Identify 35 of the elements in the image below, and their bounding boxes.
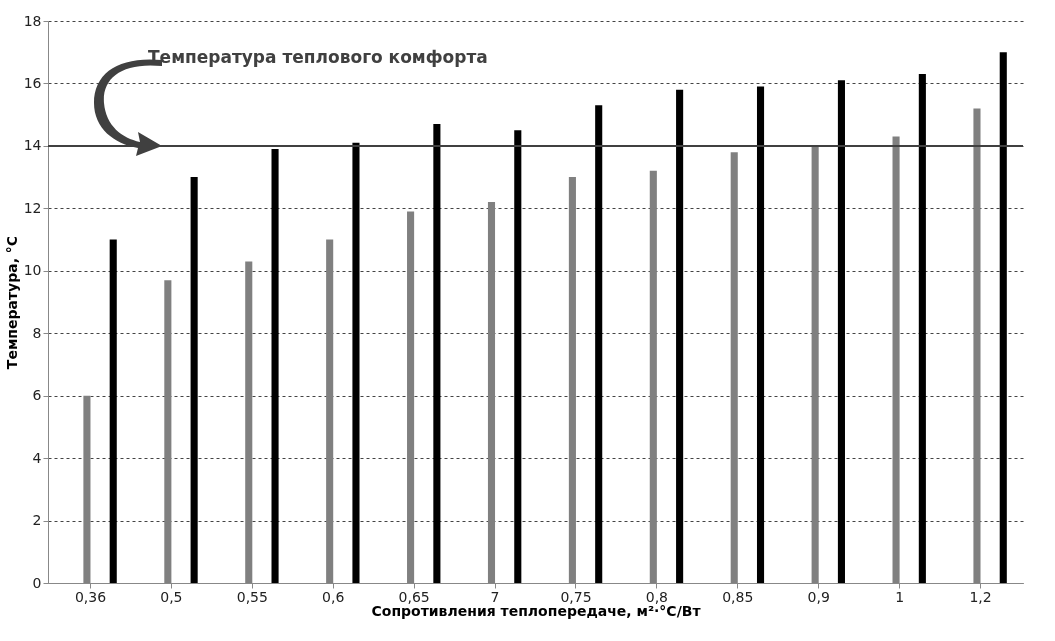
y-tick-label: 6 xyxy=(32,387,42,404)
x-tick-label: 0,85 xyxy=(722,588,754,605)
x-tick-label: 0,9 xyxy=(807,588,830,605)
x-tick-label: 0,6 xyxy=(322,588,345,605)
x-tick-label: 0,55 xyxy=(236,588,268,605)
x-tick-label: 1 xyxy=(895,588,905,605)
x-tick-label: 0,36 xyxy=(74,588,107,605)
bar xyxy=(433,124,441,583)
bar xyxy=(999,52,1007,583)
bar xyxy=(595,105,603,583)
y-tick-label: 18 xyxy=(23,12,42,29)
bar xyxy=(271,149,279,583)
bar xyxy=(756,86,765,583)
x-tick-label: 0,8 xyxy=(645,588,668,605)
bar xyxy=(109,239,117,583)
x-tick-label: 0,75 xyxy=(560,588,592,605)
bar xyxy=(676,89,684,583)
y-tick-label: 10 xyxy=(23,262,42,279)
y-tick-label: 16 xyxy=(23,74,42,91)
y-axis-title: Температура, °C xyxy=(3,235,20,370)
bar xyxy=(352,142,360,583)
bar xyxy=(190,177,198,583)
y-tick-label: 0 xyxy=(32,574,42,591)
bar xyxy=(837,80,845,583)
y-tick-label: 2 xyxy=(32,512,42,529)
y-tick-label: 14 xyxy=(23,137,42,154)
y-tick-label: 12 xyxy=(23,199,42,216)
x-tick-label: 7 xyxy=(490,588,500,605)
x-tick-label: 1,2 xyxy=(969,588,992,605)
y-tick-label: 4 xyxy=(32,449,42,466)
bar xyxy=(918,74,926,583)
x-tick-label: 0,5 xyxy=(160,588,183,605)
bar xyxy=(514,130,522,583)
y-tick-label: 8 xyxy=(32,324,42,341)
x-tick-label: 0,65 xyxy=(398,588,430,605)
